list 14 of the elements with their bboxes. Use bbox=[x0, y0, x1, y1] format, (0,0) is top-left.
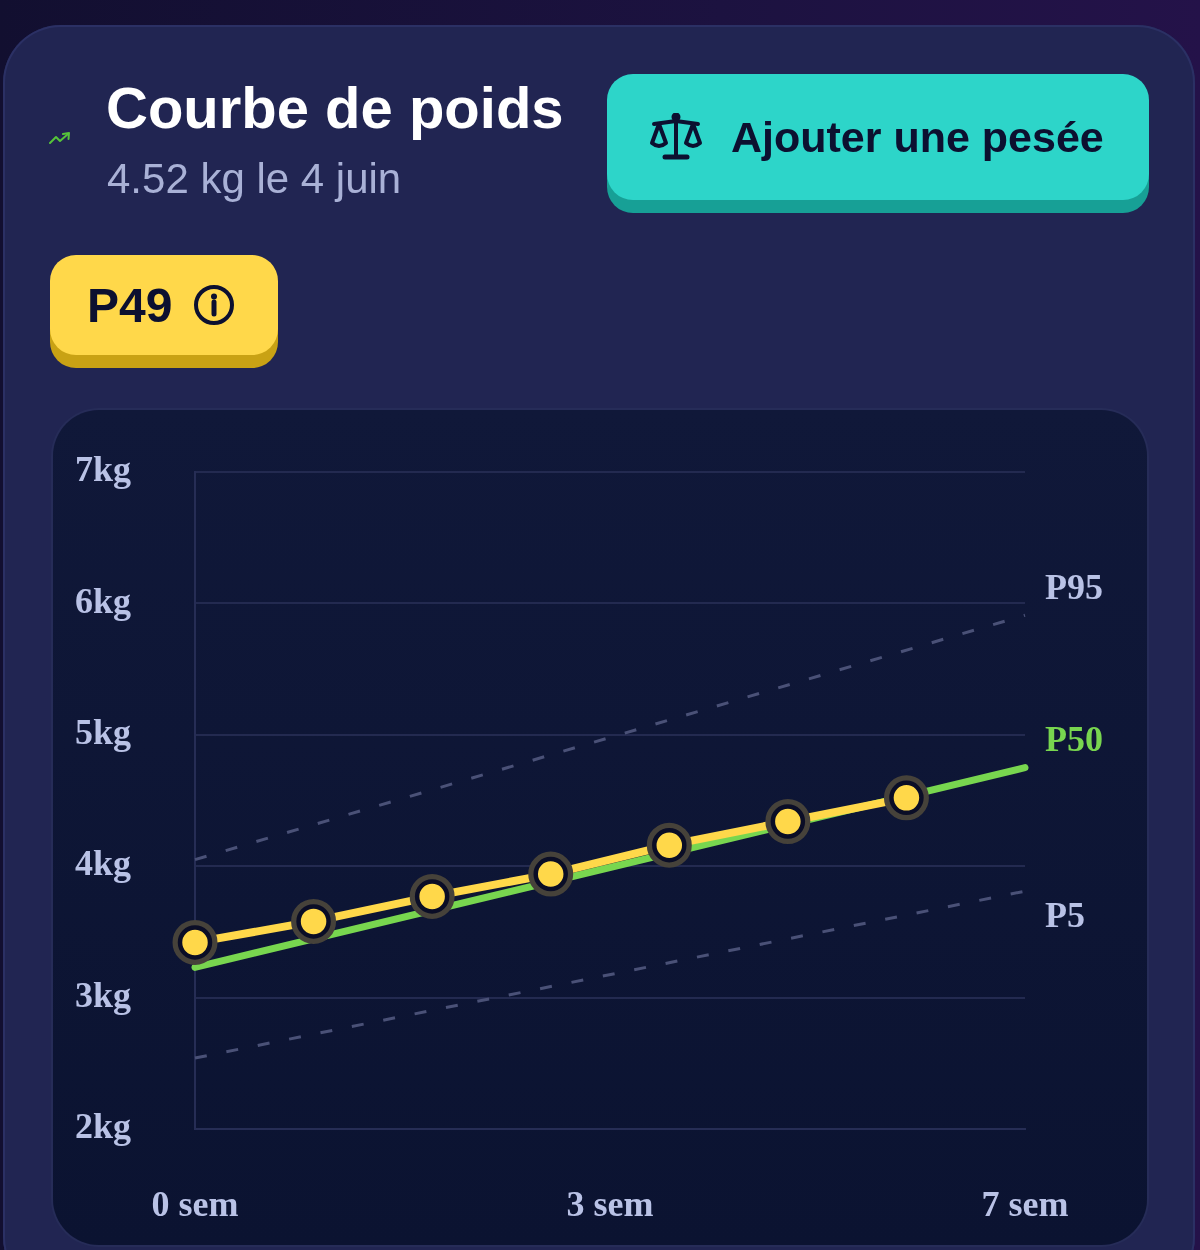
y-tick-label: 7kg bbox=[75, 449, 132, 490]
x-tick-label: 7 sem bbox=[981, 1183, 1069, 1224]
chart-subtitle: 4.52 kg le 4 juin bbox=[107, 155, 402, 202]
y-tick-label: 3kg bbox=[75, 974, 132, 1015]
y-tick-label: 2kg bbox=[75, 1106, 132, 1147]
x-tick-label: 0 sem bbox=[151, 1183, 239, 1224]
x-tick-label: 3 sem bbox=[566, 1183, 654, 1224]
y-tick-label: 4kg bbox=[75, 843, 132, 884]
series-label: P50 bbox=[1045, 718, 1103, 759]
series-label: P95 bbox=[1045, 566, 1103, 607]
y-tick-label: 5kg bbox=[75, 712, 132, 753]
series-label: P5 bbox=[1045, 895, 1085, 936]
y-tick-label: 6kg bbox=[75, 580, 132, 621]
chart-title: Courbe de poids bbox=[106, 75, 564, 140]
